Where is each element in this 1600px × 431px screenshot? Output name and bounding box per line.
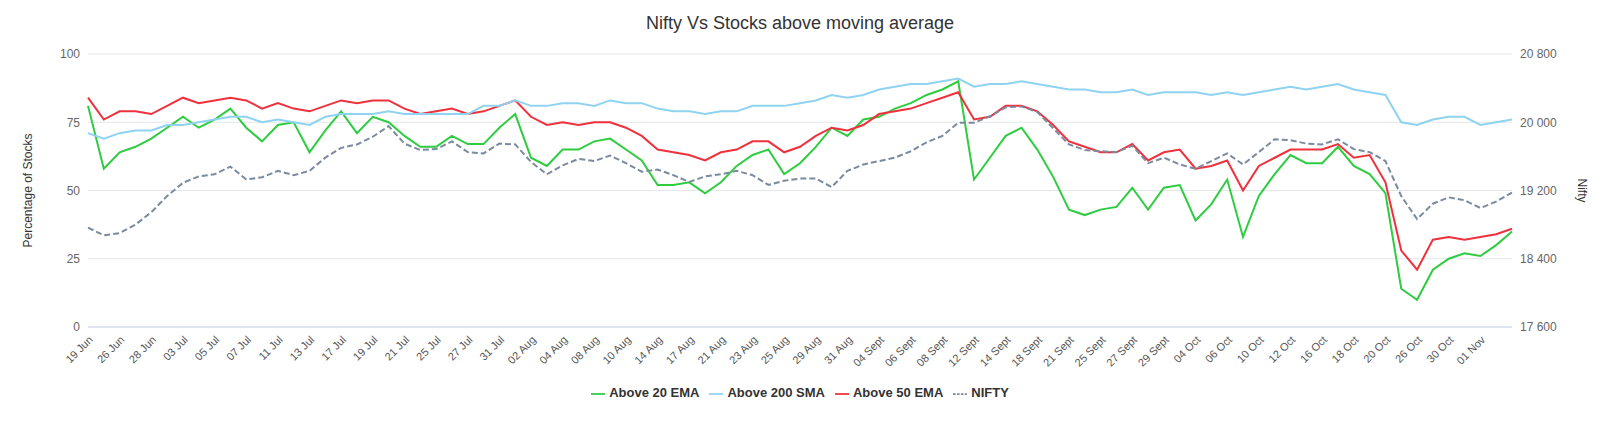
svg-text:17 Aug: 17 Aug <box>663 333 696 366</box>
svg-text:25 Sept: 25 Sept <box>1072 333 1107 368</box>
svg-text:30 Oct: 30 Oct <box>1424 333 1455 364</box>
svg-text:31 Aug: 31 Aug <box>822 333 855 366</box>
html-text:Nifty Vs Stocks above moving a: Nifty Vs Stocks above moving average <box>645 13 955 33</box>
svg-text:23 Aug: 23 Aug <box>727 333 760 366</box>
svg-text:13 Jul: 13 Jul <box>287 333 316 362</box>
svg-text:04 Aug: 04 Aug <box>537 333 570 366</box>
svg-text:21 Jul: 21 Jul <box>382 333 411 362</box>
svg-text:08 Sept: 08 Sept <box>914 333 949 368</box>
svg-text:14 Aug: 14 Aug <box>632 333 665 366</box>
svg-text:19 Jul: 19 Jul <box>350 333 379 362</box>
svg-text:21 Aug: 21 Aug <box>695 333 728 366</box>
svg-text:50: 50 <box>67 184 81 198</box>
svg-text:12 Oct: 12 Oct <box>1266 333 1297 364</box>
svg-text:11 Jul: 11 Jul <box>256 333 285 362</box>
svg-text:19 Jun: 19 Jun <box>63 333 95 365</box>
svg-text:20 Oct: 20 Oct <box>1361 333 1392 364</box>
svg-text:10 Oct: 10 Oct <box>1234 333 1265 364</box>
svg-text:08 Aug: 08 Aug <box>569 333 602 366</box>
svg-text:16 Oct: 16 Oct <box>1298 333 1329 364</box>
svg-text:0: 0 <box>73 320 80 334</box>
svg-text:Nifty: Nifty <box>1575 179 1589 203</box>
svg-text:17 600: 17 600 <box>1520 320 1557 334</box>
svg-text:20 800: 20 800 <box>1520 47 1557 61</box>
svg-text:26 Jun: 26 Jun <box>95 333 127 365</box>
svg-text:28 Jun: 28 Jun <box>126 333 158 365</box>
svg-text:12 Sept: 12 Sept <box>946 333 981 368</box>
svg-text:29 Aug: 29 Aug <box>790 333 823 366</box>
svg-text:10 Aug: 10 Aug <box>600 333 633 366</box>
html-text:Above 20 EMA: Above 20 EMA <box>609 385 700 400</box>
svg-text:25 Jul: 25 Jul <box>414 333 443 362</box>
svg-text:06 Oct: 06 Oct <box>1203 333 1234 364</box>
svg-text:25: 25 <box>67 252 81 266</box>
svg-text:18 Sept: 18 Sept <box>1009 333 1044 368</box>
html-text:Above 200 SMA: Above 200 SMA <box>727 385 825 400</box>
svg-text:29 Sept: 29 Sept <box>1136 333 1171 368</box>
svg-text:06 Sept: 06 Sept <box>882 333 917 368</box>
html-text:NIFTY: NIFTY <box>971 385 1009 400</box>
svg-text:31 Jul: 31 Jul <box>477 333 506 362</box>
svg-text:21 Sept: 21 Sept <box>1041 333 1076 368</box>
html-text:Above 50 EMA: Above 50 EMA <box>853 385 944 400</box>
svg-text:26 Oct: 26 Oct <box>1393 333 1424 364</box>
svg-text:Percentage of Stocks: Percentage of Stocks <box>21 133 35 247</box>
svg-text:27 Sept: 27 Sept <box>1104 333 1139 368</box>
svg-text:25 Aug: 25 Aug <box>758 333 791 366</box>
svg-text:05 Jul: 05 Jul <box>192 333 221 362</box>
svg-text:27 Jul: 27 Jul <box>445 333 474 362</box>
svg-text:100: 100 <box>60 47 80 61</box>
svg-text:01 Nov: 01 Nov <box>1454 333 1487 366</box>
svg-text:02 Aug: 02 Aug <box>505 333 538 366</box>
svg-text:19 200: 19 200 <box>1520 184 1557 198</box>
svg-text:20 000: 20 000 <box>1520 116 1557 130</box>
svg-text:03 Jul: 03 Jul <box>161 333 190 362</box>
svg-text:04 Oct: 04 Oct <box>1171 333 1202 364</box>
svg-text:17 Jul: 17 Jul <box>319 333 348 362</box>
svg-text:14 Sept: 14 Sept <box>977 333 1012 368</box>
svg-text:07 Jul: 07 Jul <box>224 333 253 362</box>
svg-text:04 Sept: 04 Sept <box>851 333 886 368</box>
svg-text:18 Oct: 18 Oct <box>1329 333 1360 364</box>
svg-text:75: 75 <box>67 116 81 130</box>
svg-text:18 400: 18 400 <box>1520 252 1557 266</box>
